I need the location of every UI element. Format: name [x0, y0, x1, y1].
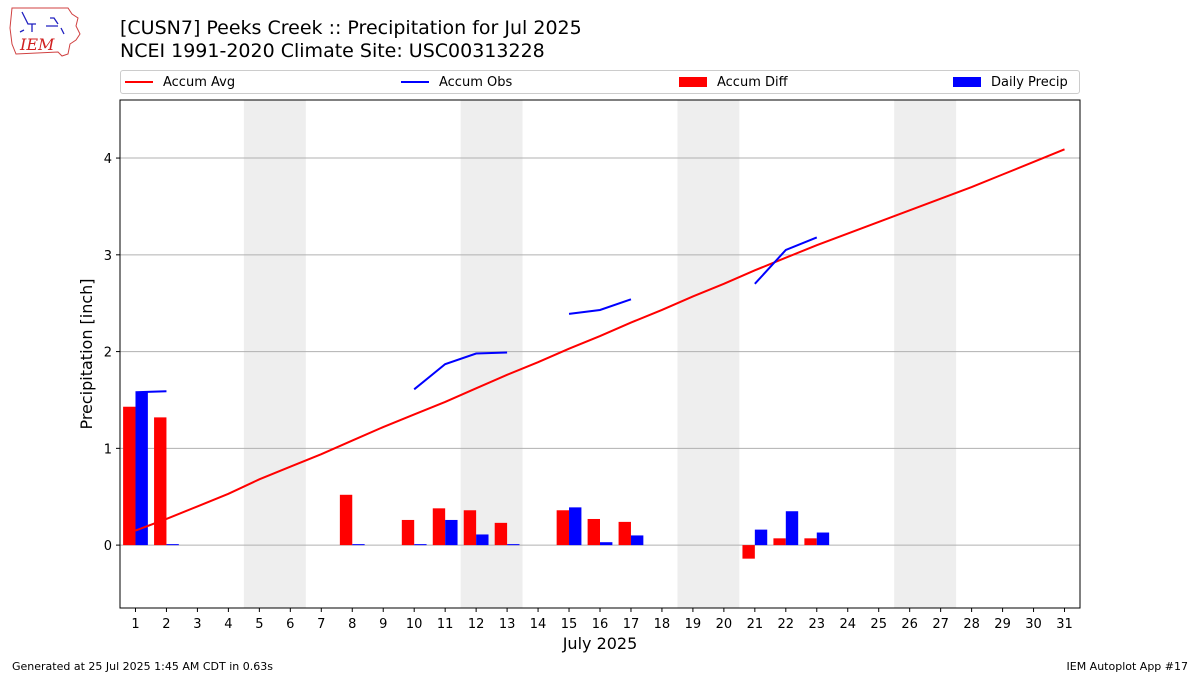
accum-diff-bar	[339, 494, 353, 546]
accum-obs-line	[135, 390, 167, 394]
accum-obs-line	[413, 351, 508, 391]
x-tick-label: 30	[1025, 617, 1042, 632]
x-tick-label: 18	[654, 617, 671, 632]
x-tick-label: 3	[193, 617, 201, 632]
x-tick-label: 19	[685, 617, 702, 632]
footer-app: IEM Autoplot App #17	[1066, 660, 1189, 673]
iowa-state-outline-icon	[9, 7, 81, 57]
y-tick-label: 1	[104, 442, 112, 457]
logo-text: IEM	[19, 35, 55, 54]
x-tick-label: 17	[623, 617, 640, 632]
legend-item-accum-avg: Accum Avg	[125, 71, 235, 93]
footer-generated: Generated at 25 Jul 2025 1:45 AM CDT in …	[12, 660, 273, 673]
legend: Accum Avg Accum Obs Accum Diff Daily Pre…	[120, 70, 1080, 94]
x-tick-label: 6	[286, 617, 294, 632]
accum-diff-bar	[587, 518, 600, 546]
x-tick-label: 27	[932, 617, 949, 632]
legend-item-accum-diff: Accum Diff	[679, 71, 788, 93]
x-tick-label: 5	[255, 617, 263, 632]
accum-diff-bar	[401, 519, 415, 546]
weekend-band	[894, 100, 957, 608]
chart-subtitle: NCEI 1991-2020 Climate Site: USC00313228	[120, 40, 545, 62]
daily-precip-bar	[569, 507, 582, 546]
daily-precip-bar	[445, 519, 458, 546]
weekend-band	[677, 100, 740, 608]
accum-diff-bar	[742, 545, 755, 559]
legend-label-accum-avg: Accum Avg	[163, 74, 236, 90]
legend-swatch-accum-diff	[679, 77, 707, 87]
y-tick-label: 3	[104, 249, 112, 264]
x-tick-label: 7	[317, 617, 325, 632]
accum-obs-line	[568, 298, 632, 315]
legend-label-accum-obs: Accum Obs	[439, 74, 513, 90]
y-tick-label: 2	[104, 346, 112, 361]
x-tick-label: 9	[379, 617, 387, 632]
x-tick-label: 24	[839, 617, 856, 632]
x-tick-label: 4	[224, 617, 232, 632]
legend-swatch-accum-avg	[125, 81, 153, 83]
x-tick-label: 13	[499, 617, 516, 632]
daily-precip-bar	[135, 392, 148, 546]
x-tick-label: 31	[1056, 617, 1073, 632]
x-tick-label: 10	[406, 617, 423, 632]
daily-precip-bar	[476, 534, 489, 546]
legend-label-accum-diff: Accum Diff	[717, 74, 788, 90]
iem-logo: IEM	[9, 7, 81, 57]
legend-item-daily-precip: Daily Precip	[953, 71, 1068, 93]
chart-title: [CUSN7] Peeks Creek :: Precipitation for…	[120, 17, 582, 39]
x-tick-label: 26	[901, 617, 918, 632]
x-tick-label: 14	[530, 617, 547, 632]
legend-swatch-accum-obs	[401, 81, 429, 83]
x-axis-label: July 2025	[562, 634, 638, 653]
daily-precip-bar	[507, 544, 520, 546]
daily-precip-bar	[754, 529, 768, 546]
accum-obs-line	[754, 236, 818, 285]
accum-diff-bar	[804, 538, 817, 546]
weekend-band	[243, 100, 306, 608]
weather-station-icon	[19, 11, 65, 35]
x-tick-label: 22	[778, 617, 795, 632]
daily-precip-bar	[630, 535, 644, 546]
accum-diff-bar	[494, 522, 508, 546]
daily-precip-bar	[785, 511, 799, 546]
x-tick-label: 21	[747, 617, 764, 632]
x-tick-label: 8	[348, 617, 356, 632]
legend-label-daily-precip: Daily Precip	[991, 74, 1068, 90]
daily-precip-bar	[352, 544, 365, 546]
x-tick-label: 11	[437, 617, 454, 632]
x-tick-label: 15	[561, 617, 578, 632]
daily-precip-bar	[166, 544, 179, 546]
accum-diff-bar	[123, 406, 136, 546]
x-tick-label: 28	[963, 617, 980, 632]
x-tick-label: 20	[716, 617, 733, 632]
x-tick-label: 25	[870, 617, 887, 632]
daily-precip-bar	[414, 544, 427, 546]
legend-item-accum-obs: Accum Obs	[401, 71, 512, 93]
y-tick-label: 4	[104, 152, 112, 167]
accum-diff-bar	[618, 521, 631, 546]
daily-precip-bar	[816, 532, 830, 546]
accum-diff-bar	[463, 510, 477, 546]
y-axis-label: Precipitation [inch]	[77, 278, 96, 429]
y-tick-label: 0	[104, 539, 112, 554]
x-tick-label: 23	[809, 617, 826, 632]
x-tick-label: 2	[162, 617, 170, 632]
legend-swatch-daily-precip	[953, 77, 981, 87]
accum-diff-bar	[432, 508, 446, 546]
accum-diff-bar	[154, 417, 167, 546]
accum-diff-bar	[773, 538, 786, 546]
x-tick-label: 16	[592, 617, 609, 632]
daily-precip-bar	[600, 542, 613, 546]
x-tick-label: 12	[468, 617, 485, 632]
accum-diff-bar	[556, 510, 570, 546]
accum-avg-line	[135, 148, 1065, 532]
x-tick-label: 29	[994, 617, 1011, 632]
x-tick-label: 1	[131, 617, 139, 632]
